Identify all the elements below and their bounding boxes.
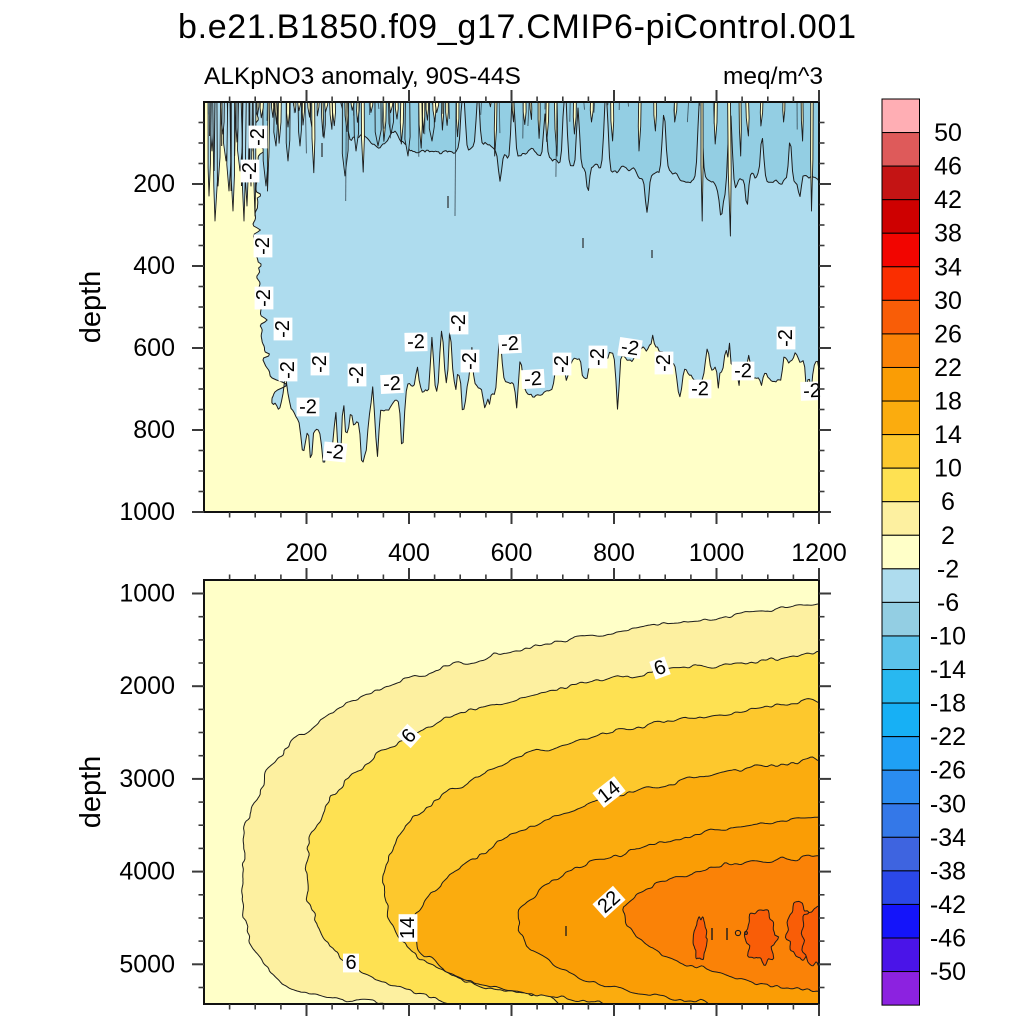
- svg-text:-6: -6: [937, 589, 959, 617]
- svg-text:1000: 1000: [119, 498, 175, 526]
- svg-text:600: 600: [133, 334, 175, 362]
- svg-text:-2: -2: [523, 368, 542, 391]
- svg-text:-2: -2: [346, 366, 368, 384]
- svg-text:2: 2: [941, 522, 955, 550]
- svg-text:800: 800: [133, 416, 175, 444]
- svg-text:38: 38: [934, 220, 962, 248]
- svg-text:30: 30: [934, 287, 962, 315]
- svg-text:-2: -2: [691, 378, 709, 400]
- svg-text:-38: -38: [930, 857, 966, 885]
- svg-text:800: 800: [593, 539, 635, 567]
- svg-text:-2: -2: [252, 237, 274, 255]
- svg-text:-2: -2: [383, 373, 402, 396]
- svg-text:depth: depth: [75, 271, 107, 344]
- svg-text:6: 6: [345, 952, 356, 974]
- svg-text:22: 22: [934, 354, 962, 382]
- svg-text:6: 6: [941, 488, 955, 516]
- svg-text:-50: -50: [930, 958, 966, 986]
- svg-text:50: 50: [934, 119, 962, 147]
- svg-text:400: 400: [133, 252, 175, 280]
- svg-text:-2: -2: [775, 329, 797, 347]
- svg-text:-2: -2: [407, 331, 425, 353]
- svg-text:-2: -2: [272, 320, 294, 338]
- svg-text:1000: 1000: [689, 539, 745, 567]
- svg-text:-2: -2: [239, 162, 261, 180]
- svg-text:10: 10: [934, 455, 962, 483]
- svg-text:ALKpNO3 anomaly, 90S-44S: ALKpNO3 anomaly, 90S-44S: [204, 63, 521, 90]
- svg-text:34: 34: [934, 253, 962, 281]
- svg-text:600: 600: [491, 539, 533, 567]
- svg-text:-2: -2: [653, 354, 675, 372]
- svg-text:400: 400: [388, 539, 430, 567]
- svg-text:-2: -2: [501, 333, 520, 356]
- svg-text:-18: -18: [930, 690, 966, 718]
- svg-text:-2: -2: [459, 352, 481, 370]
- svg-text:-2: -2: [448, 314, 470, 332]
- svg-text:-46: -46: [930, 925, 966, 953]
- svg-text:-2: -2: [299, 396, 317, 418]
- svg-text:-2: -2: [309, 355, 331, 373]
- svg-text:depth: depth: [75, 756, 107, 829]
- svg-text:200: 200: [133, 170, 175, 198]
- svg-text:-14: -14: [930, 656, 966, 684]
- svg-text:-26: -26: [930, 757, 966, 785]
- svg-text:-2: -2: [587, 348, 609, 366]
- svg-text:-2: -2: [551, 355, 573, 373]
- svg-text:1000: 1000: [119, 580, 175, 608]
- svg-text:-2: -2: [734, 360, 752, 382]
- svg-text:-2: -2: [247, 128, 269, 146]
- svg-text:1200: 1200: [791, 539, 847, 567]
- svg-text:-2: -2: [253, 289, 275, 307]
- svg-text:26: 26: [934, 320, 962, 348]
- svg-text:200: 200: [286, 539, 328, 567]
- svg-text:-30: -30: [930, 790, 966, 818]
- svg-text:-2: -2: [937, 555, 959, 583]
- svg-text:-22: -22: [930, 723, 966, 751]
- svg-text:42: 42: [934, 186, 962, 214]
- svg-text:b.e21.B1850.f09_g17.CMIP6-piCo: b.e21.B1850.f09_g17.CMIP6-piControl.001: [178, 8, 856, 46]
- svg-text:-34: -34: [930, 824, 966, 852]
- svg-text:5000: 5000: [119, 950, 175, 978]
- svg-text:-2: -2: [277, 361, 299, 379]
- svg-text:14: 14: [934, 421, 962, 449]
- svg-text:-2: -2: [803, 380, 822, 403]
- svg-text:3000: 3000: [119, 765, 175, 793]
- svg-text:14: 14: [397, 917, 419, 939]
- svg-text:46: 46: [934, 153, 962, 181]
- svg-text:2000: 2000: [119, 672, 175, 700]
- svg-text:-10: -10: [930, 623, 966, 651]
- svg-text:-42: -42: [930, 891, 966, 919]
- svg-text:-2: -2: [325, 440, 345, 464]
- svg-text:18: 18: [934, 388, 962, 416]
- svg-text:-2: -2: [619, 336, 640, 360]
- svg-text:meq/m^3: meq/m^3: [723, 63, 823, 90]
- svg-text:4000: 4000: [119, 858, 175, 886]
